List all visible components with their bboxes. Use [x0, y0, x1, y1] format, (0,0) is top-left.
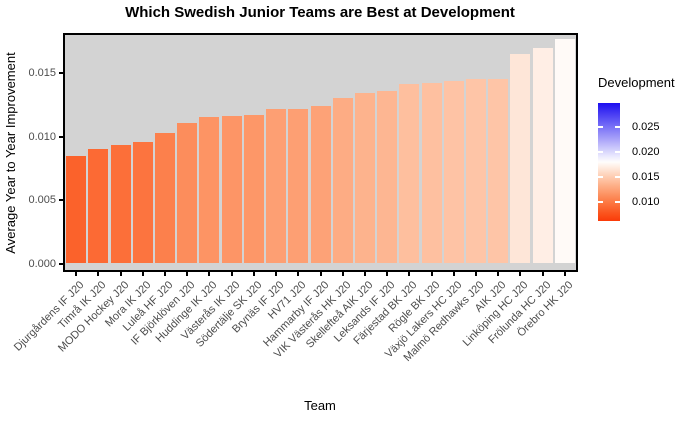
x-tick-mark: [408, 272, 411, 276]
legend-tick-label: 0.025: [632, 120, 660, 133]
x-tick-mark: [452, 272, 455, 276]
bar-Timrå IK J20: [88, 149, 109, 264]
y-tick-label: 0.015: [28, 67, 56, 79]
legend-gradient-bar: [598, 103, 620, 221]
bar-VIK Västerås HK J20: [332, 98, 353, 264]
bar-Hammarby IF J20: [310, 106, 331, 264]
legend-tick-dash: [615, 125, 620, 128]
x-tick-mark: [363, 272, 366, 276]
bar-Mora IK J20: [132, 141, 153, 264]
bar-Södertälje SK J20: [243, 114, 264, 264]
x-tick-mark: [430, 272, 433, 276]
bar-Växjö Lakers HC J20: [443, 80, 464, 264]
x-tick-mark: [275, 272, 278, 276]
legend-tick-dash: [615, 150, 620, 153]
x-tick-mark: [319, 272, 322, 276]
plot-panel: [63, 33, 578, 272]
bar-Färjestad BK J20: [399, 84, 420, 264]
legend-tick-dash: [598, 200, 603, 203]
legend-tick-label: 0.010: [632, 195, 660, 208]
x-tick-mark: [97, 272, 100, 276]
x-tick-mark: [497, 272, 500, 276]
y-tick-mark: [59, 262, 63, 265]
bar-HV71 J20: [288, 108, 309, 264]
legend-tick-dash: [598, 150, 603, 153]
bar-Västerås IK J20: [221, 116, 242, 264]
legend-tick-dash: [615, 200, 620, 203]
x-tick-mark: [186, 272, 189, 276]
x-tick-mark: [386, 272, 389, 276]
legend-tick-label: 0.015: [632, 170, 660, 183]
x-tick-mark: [563, 272, 566, 276]
bar-Huddinge IK J20: [199, 117, 220, 264]
x-tick-mark: [75, 272, 78, 276]
x-tick-mark: [297, 272, 300, 276]
bar-Rögle BK J20: [421, 83, 442, 264]
legend-tick-dash: [598, 175, 603, 178]
bar-Malmö Redhawks J20: [466, 79, 487, 264]
bar-Djurgårdens IF J20: [66, 155, 87, 264]
bar-Skellefteå AIK J20: [354, 93, 375, 264]
bar-Örebro HK J20: [554, 38, 575, 264]
y-tick-mark: [59, 72, 63, 74]
y-tick-mark: [59, 135, 63, 138]
bar-AIK J20: [488, 79, 509, 264]
bar-IF Björklöven J20: [177, 122, 198, 264]
x-tick-mark: [119, 272, 122, 276]
legend: Development 0.025 0.020 0.015 0.010: [596, 75, 694, 235]
legend-tick-dash: [615, 175, 620, 178]
x-tick-mark: [252, 272, 255, 276]
bar-Leksands IF J20: [377, 90, 398, 264]
legend-tick-label: 0.020: [632, 145, 660, 158]
x-tick-mark: [541, 272, 544, 276]
x-tick-mark: [141, 272, 144, 276]
bar-Frölunda HC J20: [532, 47, 553, 264]
legend-tick-dash: [598, 125, 603, 128]
y-tick-label: 0.010: [28, 130, 56, 143]
x-axis-title: Team: [304, 398, 336, 413]
bar-Brynäs IF J20: [266, 108, 287, 264]
y-tick-label: 0.005: [28, 194, 56, 206]
x-tick-mark: [230, 272, 233, 276]
bar-MODO Hockey J20: [110, 145, 131, 264]
x-tick-mark: [208, 272, 211, 276]
bar-Linköping HC J20: [510, 53, 531, 264]
legend-title: Development: [598, 75, 675, 90]
bar-Luleå HF J20: [154, 132, 175, 264]
y-tick-mark: [59, 199, 63, 201]
x-tick-mark: [519, 272, 522, 276]
y-tick-label: 0.000: [28, 257, 56, 270]
chart-title: Which Swedish Junior Teams are Best at D…: [125, 4, 515, 21]
x-tick-mark: [163, 272, 166, 276]
x-tick-mark: [341, 272, 344, 276]
x-tick-mark: [475, 272, 478, 276]
